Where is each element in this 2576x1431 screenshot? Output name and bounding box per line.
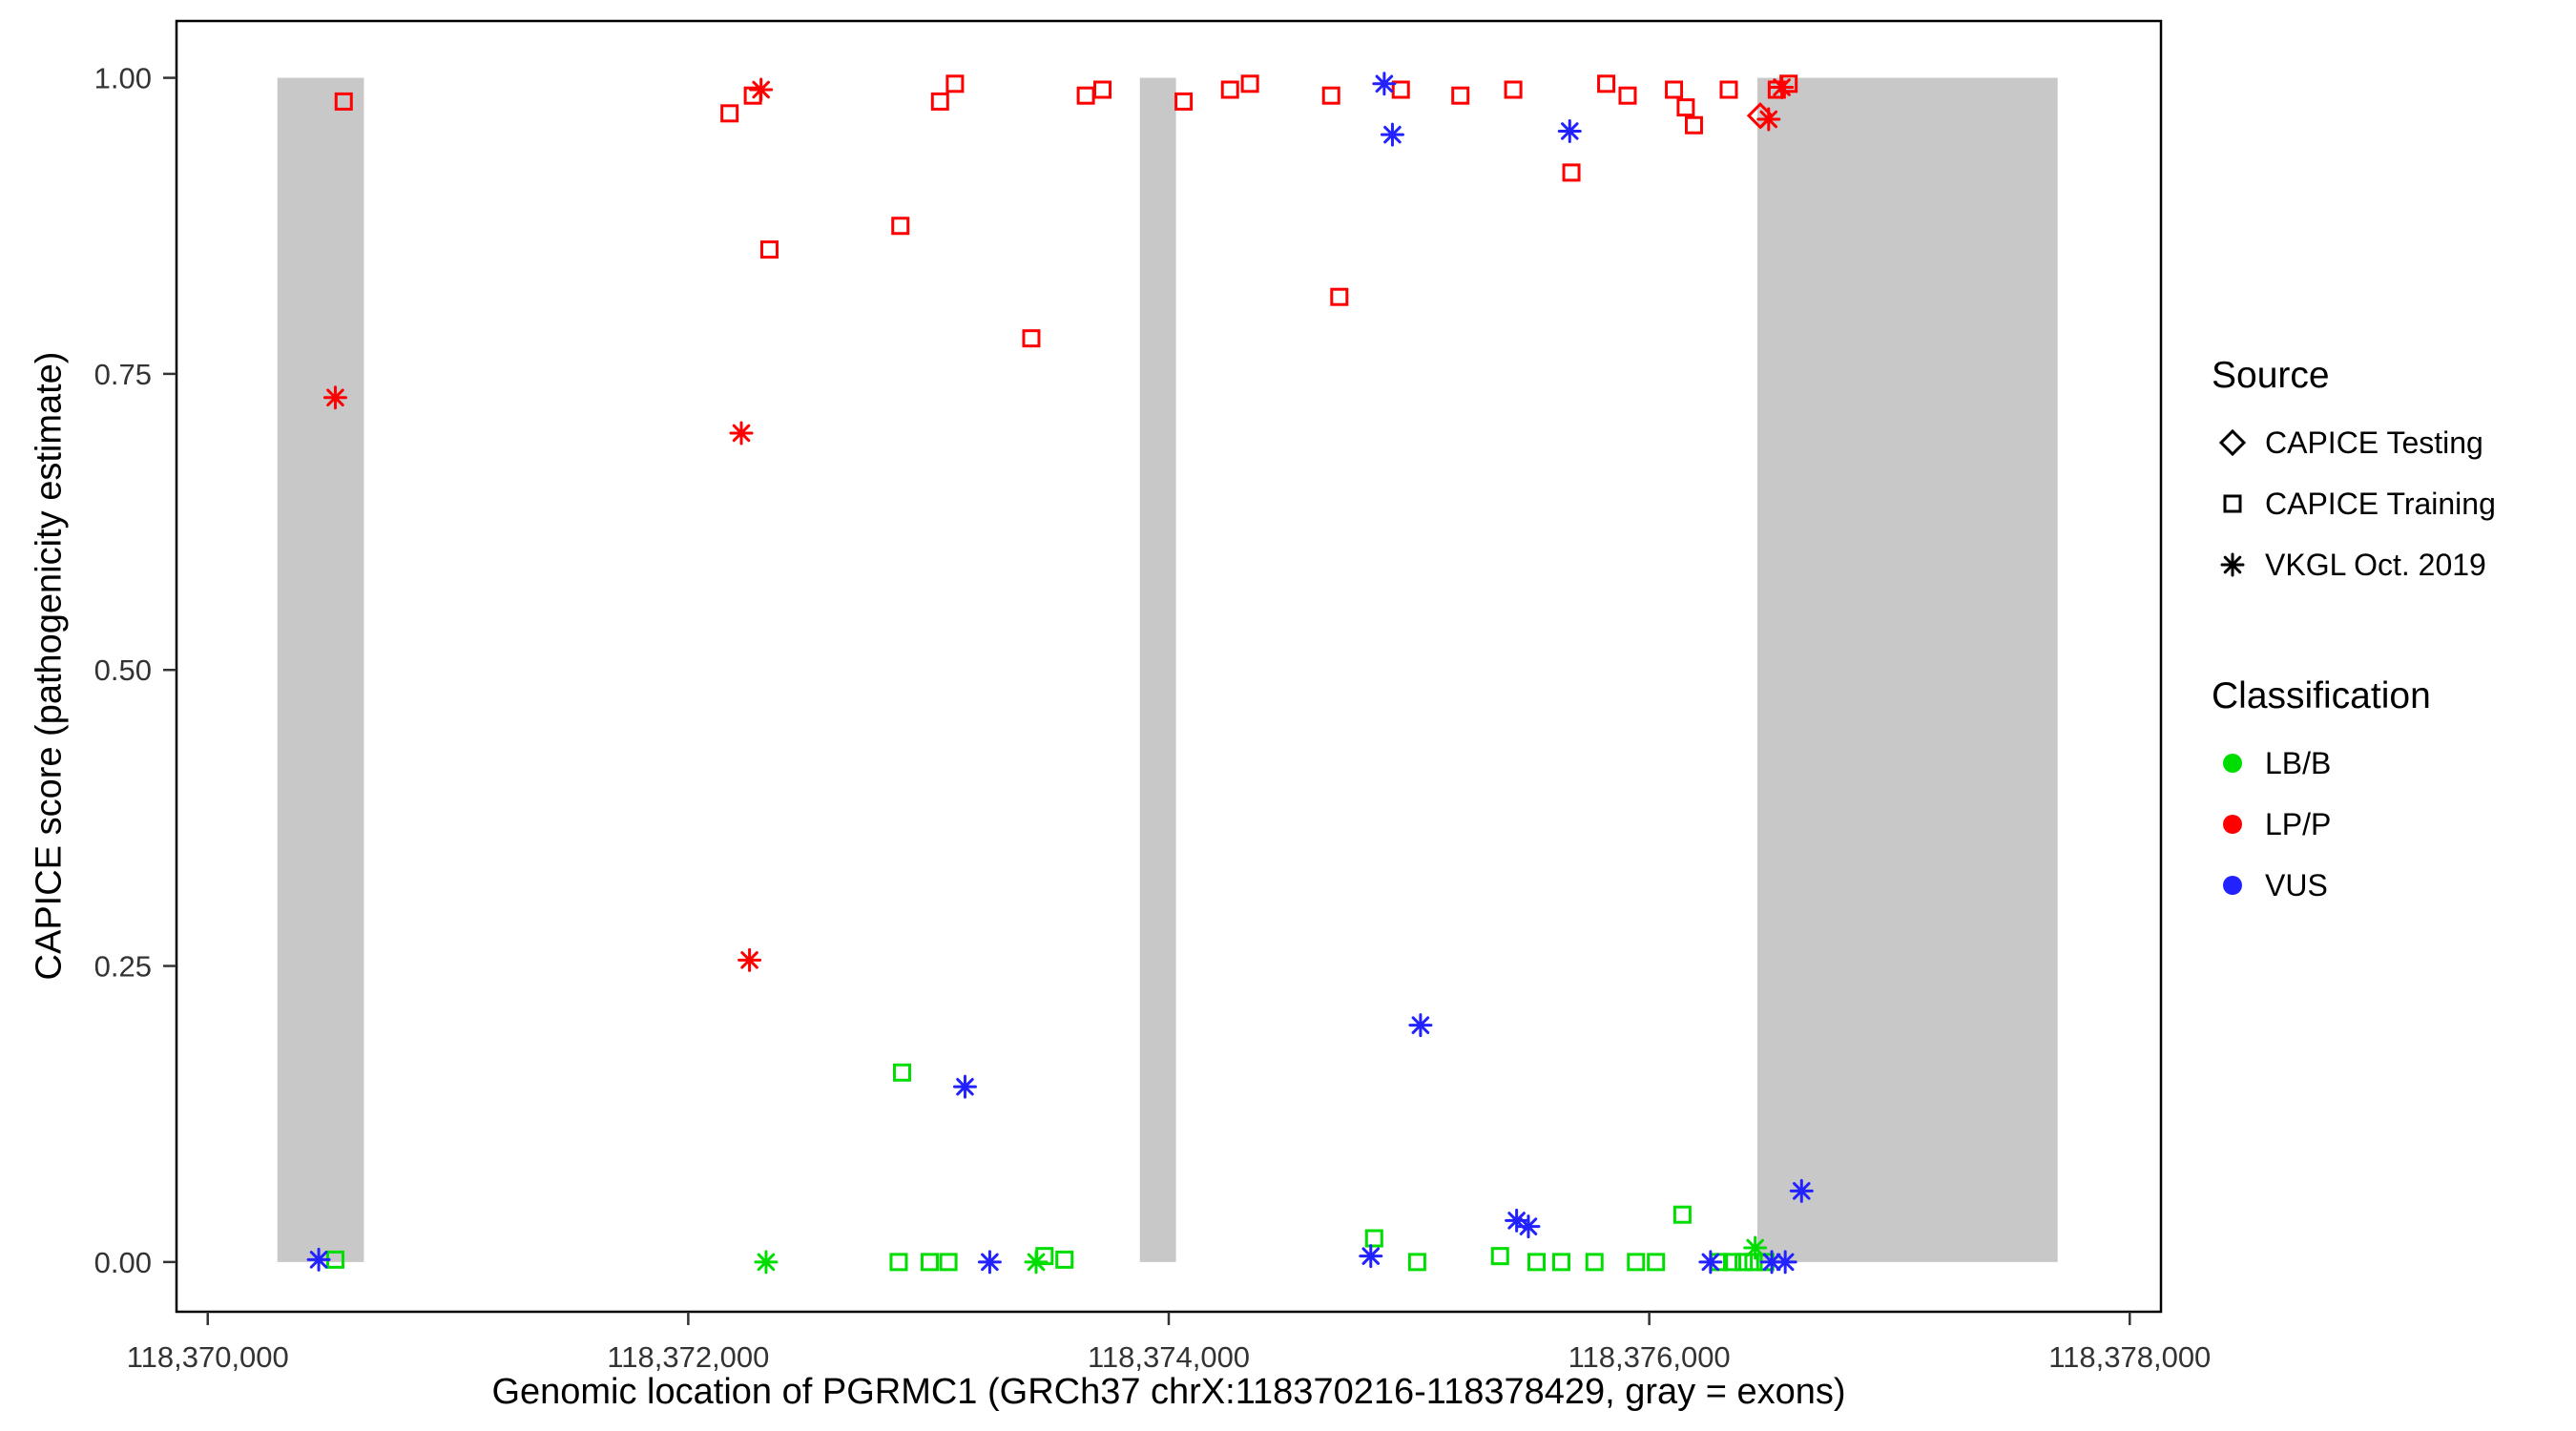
x-tick-label: 118,378,000	[2048, 1340, 2211, 1374]
x-tick-label: 118,376,000	[1568, 1340, 1731, 1374]
legend-group-source: Source CAPICE Testing CAPICE Training VK…	[2212, 355, 2496, 588]
legend-source-title: Source	[2212, 355, 2330, 396]
legend-classification-title: Classification	[2212, 675, 2431, 716]
y-tick-label: 0.25	[94, 950, 152, 984]
exon-region	[1139, 77, 1176, 1262]
y-tick-label: 1.00	[94, 62, 152, 95]
legend-label-vus: VUS	[2265, 867, 2328, 902]
legend-label-lpp: LP/P	[2265, 806, 2332, 841]
exon-region	[1756, 77, 2058, 1262]
red-dot-icon	[2223, 815, 2242, 834]
legend-item-capice-training: CAPICE Training	[2212, 481, 2496, 527]
series-vkgl-oct-2019-lb-b	[754, 1235, 1768, 1275]
y-tick-label: 0.00	[94, 1246, 152, 1279]
green-dot-icon	[2223, 754, 2242, 773]
blue-dot-icon	[2223, 876, 2242, 895]
x-axis-title: Genomic location of PGRMC1 (GRCh37 chrX:…	[491, 1372, 1846, 1412]
x-tick-label: 118,372,000	[607, 1340, 769, 1374]
legend-item-lpp: LP/P	[2212, 801, 2496, 847]
series-capice-training-lp-p	[334, 74, 1798, 348]
legend: Source CAPICE Testing CAPICE Training VK…	[2212, 355, 2496, 923]
square-icon	[2223, 494, 2242, 513]
legend-item-lbb: LB/B	[2212, 740, 2496, 786]
series-vkgl-oct-2019-vus	[306, 72, 1814, 1275]
legend-item-vkgl: VKGL Oct. 2019	[2212, 542, 2496, 588]
x-tick-label: 118,374,000	[1088, 1340, 1250, 1374]
y-tick-label: 0.50	[94, 653, 152, 687]
legend-label-lbb: LB/B	[2265, 745, 2332, 780]
legend-item-vus: VUS	[2212, 862, 2496, 908]
y-tick-label: 0.75	[94, 358, 152, 391]
legend-item-capice-testing: CAPICE Testing	[2212, 420, 2496, 466]
legend-label-capice-testing: CAPICE Testing	[2265, 425, 2483, 460]
legend-label-capice-training: CAPICE Training	[2265, 486, 2496, 521]
series-vkgl-oct-2019-lp-p	[322, 75, 1795, 972]
x-tick-label: 118,370,000	[127, 1340, 289, 1374]
asterisk-icon	[2220, 552, 2245, 577]
y-axis-title: CAPICE score (pathogenicity estimate)	[29, 351, 70, 981]
legend-group-classification: Classification LB/B LP/P VUS	[2212, 675, 2496, 908]
series-capice-training-lb-b	[325, 1063, 1775, 1272]
diamond-icon	[2218, 428, 2247, 457]
legend-label-vkgl: VKGL Oct. 2019	[2265, 547, 2486, 582]
exon-region	[277, 77, 364, 1262]
